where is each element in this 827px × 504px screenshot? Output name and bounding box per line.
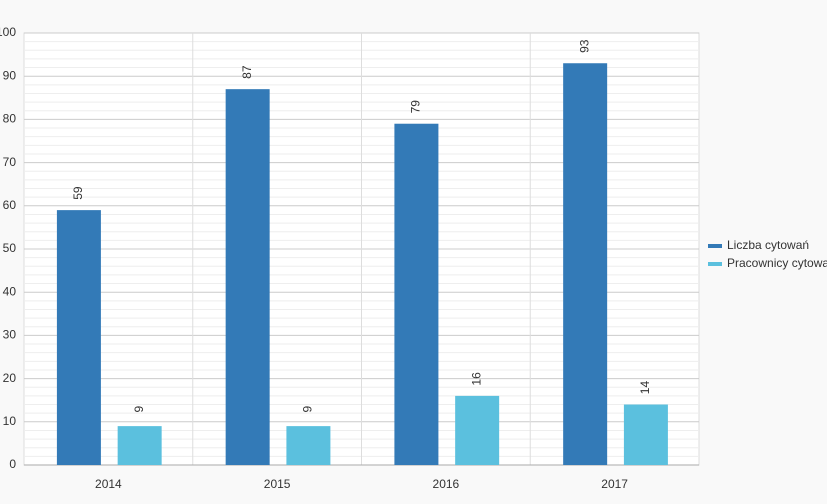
y-tick-label: 90 — [3, 68, 17, 82]
y-tick-label: 50 — [3, 241, 17, 255]
x-tick-label: 2016 — [433, 477, 460, 491]
y-tick-label: 100 — [0, 25, 16, 39]
bar — [563, 63, 608, 466]
y-tick-label: 0 — [9, 457, 16, 471]
legend-swatch — [708, 262, 722, 266]
data-label: 59 — [71, 186, 85, 200]
x-tick-label: 2015 — [264, 477, 291, 491]
x-tick-label: 2014 — [95, 477, 122, 491]
y-tick-label: 10 — [3, 414, 17, 428]
bar — [56, 210, 101, 465]
y-tick-label: 40 — [3, 284, 17, 298]
data-label: 93 — [577, 39, 591, 53]
bar — [455, 395, 500, 465]
bar — [225, 89, 270, 465]
bar — [117, 426, 162, 465]
data-label: 9 — [301, 405, 315, 412]
data-label: 79 — [409, 100, 423, 114]
y-tick-label: 20 — [3, 371, 17, 385]
data-label: 16 — [469, 372, 483, 386]
y-tick-label: 60 — [3, 198, 17, 212]
legend-label: Liczba cytowań — [727, 238, 809, 252]
y-tick-label: 30 — [3, 328, 17, 342]
bar — [286, 426, 331, 465]
bar — [623, 404, 668, 465]
y-tick-label: 70 — [3, 155, 17, 169]
data-label: 87 — [240, 65, 254, 79]
legend-swatch — [708, 244, 722, 248]
x-tick-label: 2017 — [601, 477, 628, 491]
legend-label: Pracownicy cytowani — [727, 256, 827, 270]
y-tick-label: 80 — [3, 112, 17, 126]
data-label: 14 — [638, 381, 652, 395]
data-label: 9 — [132, 405, 146, 412]
bar — [394, 123, 439, 465]
